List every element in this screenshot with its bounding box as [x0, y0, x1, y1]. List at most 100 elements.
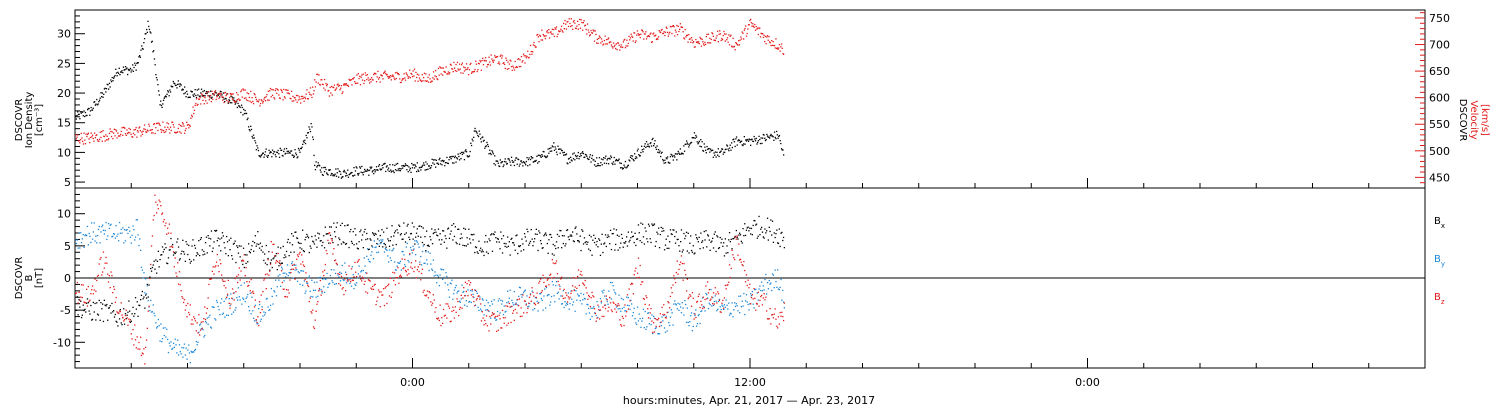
velocity-point — [782, 53, 784, 55]
velocity-point — [196, 104, 198, 106]
bx-point — [642, 236, 645, 238]
bx-point — [240, 245, 242, 247]
density-point — [495, 160, 497, 162]
bz-point — [127, 324, 129, 326]
bz-point — [392, 271, 394, 274]
by-point — [406, 242, 408, 245]
by-point — [472, 293, 474, 295]
bx-point — [210, 238, 212, 240]
density-point — [717, 148, 719, 150]
by-point — [240, 284, 242, 286]
bz-point — [86, 305, 89, 307]
velocity-point — [88, 138, 90, 140]
by-point — [221, 298, 223, 300]
bz-point — [583, 284, 586, 286]
bz-point — [347, 279, 349, 281]
bz-point — [340, 275, 343, 278]
velocity-point — [94, 132, 96, 134]
velocity-point — [504, 67, 506, 70]
velocity-point — [296, 101, 298, 103]
velocity-point — [290, 98, 292, 100]
bz-point — [386, 302, 388, 305]
by-point — [550, 295, 553, 298]
bx-point — [572, 240, 575, 242]
by-point — [576, 299, 578, 301]
bx-point — [275, 252, 278, 255]
velocity-point — [644, 33, 646, 35]
by-point — [777, 269, 779, 271]
by-point — [469, 300, 471, 303]
bz-point — [356, 276, 358, 278]
velocity-point — [619, 46, 622, 48]
bz-point — [458, 315, 460, 317]
velocity-point — [344, 84, 346, 86]
bx-point — [488, 238, 490, 240]
bx-point — [121, 324, 123, 326]
bz-point — [636, 272, 639, 274]
density-point — [157, 84, 159, 86]
bx-point — [147, 296, 149, 298]
density-point — [133, 66, 135, 69]
bz-point — [449, 321, 451, 323]
bx-point — [599, 239, 601, 241]
density-point — [660, 155, 662, 158]
velocity-point — [743, 38, 745, 40]
density-label-line-2: Ion Density — [24, 92, 35, 149]
bz-point — [76, 281, 78, 284]
by-point — [243, 282, 245, 284]
density-point — [235, 102, 237, 104]
density-point — [556, 153, 558, 156]
velocity-point — [418, 77, 421, 79]
density-point — [489, 152, 492, 154]
bx-point — [580, 249, 582, 252]
bx-point — [757, 235, 759, 237]
density-point — [535, 159, 537, 162]
velocity-point — [320, 79, 322, 81]
bx-point — [703, 230, 705, 233]
by-point — [288, 272, 290, 274]
by-point — [237, 299, 239, 301]
by-point — [709, 304, 711, 306]
velocity-point — [691, 39, 693, 41]
density-point — [143, 42, 145, 44]
velocity-point — [246, 92, 248, 94]
bx-point — [676, 238, 678, 241]
bz-point — [781, 311, 783, 313]
density-point — [119, 74, 121, 76]
bx-point — [108, 307, 110, 309]
bz-point — [566, 301, 569, 303]
by-point — [649, 317, 651, 320]
density-point — [205, 92, 207, 95]
bx-point — [446, 247, 448, 249]
bz-point — [599, 318, 601, 320]
bx-point — [687, 232, 689, 234]
by-point — [307, 277, 310, 279]
by-point — [144, 292, 146, 294]
velocity-point — [490, 54, 492, 56]
density-point — [97, 103, 99, 105]
velocity-point — [518, 65, 520, 68]
bx-point — [321, 244, 323, 247]
bx-point — [355, 234, 357, 236]
by-point — [113, 233, 115, 235]
by-point — [90, 241, 92, 244]
density-point — [692, 137, 694, 139]
bx-point — [307, 237, 310, 239]
bz-point — [195, 330, 197, 332]
by-point — [415, 254, 417, 256]
bz-point — [311, 312, 313, 314]
velocity-point — [779, 50, 781, 52]
density-point — [257, 149, 260, 152]
density-point — [143, 38, 146, 40]
density-point — [624, 166, 626, 168]
velocity-point — [508, 63, 511, 65]
by-point — [634, 317, 636, 320]
velocity-point — [122, 126, 125, 128]
density-point — [713, 152, 715, 154]
by-point — [257, 323, 259, 325]
bz-point — [205, 312, 208, 314]
density-tick-label: 25 — [57, 57, 71, 70]
by-point — [217, 305, 219, 308]
density-point — [300, 147, 302, 150]
velocity-point — [159, 124, 161, 127]
